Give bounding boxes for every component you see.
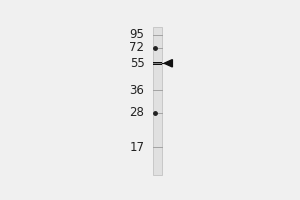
- Polygon shape: [164, 60, 172, 67]
- Text: 36: 36: [130, 84, 145, 97]
- Bar: [153, 27, 162, 175]
- Text: 72: 72: [130, 41, 145, 54]
- Text: 28: 28: [130, 106, 145, 119]
- Bar: [153, 62, 162, 65]
- Text: 17: 17: [130, 141, 145, 154]
- Text: 55: 55: [130, 57, 145, 70]
- Text: 95: 95: [130, 28, 145, 41]
